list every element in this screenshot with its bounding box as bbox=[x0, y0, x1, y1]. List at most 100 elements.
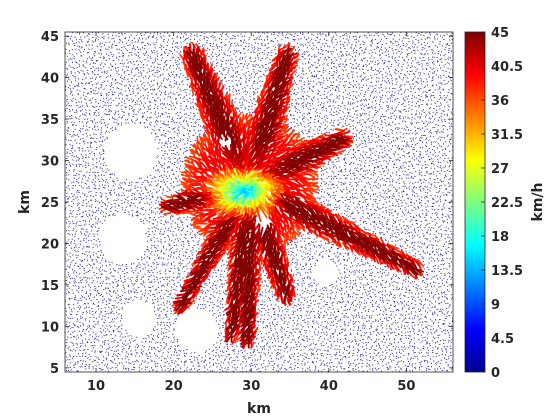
vector-arrow bbox=[301, 90, 304, 92]
vector-arrow bbox=[136, 60, 138, 62]
vector-arrow bbox=[287, 361, 289, 363]
vector-arrow bbox=[79, 259, 81, 261]
vector-arrow bbox=[131, 107, 133, 110]
vector-arrow bbox=[131, 209, 133, 211]
vector-arrow bbox=[68, 169, 71, 172]
vector-arrow bbox=[167, 221, 169, 223]
vector-arrow bbox=[144, 202, 146, 204]
vector-arrow bbox=[286, 351, 289, 353]
vector-arrow bbox=[294, 105, 296, 108]
vector-arrow bbox=[211, 288, 214, 290]
vector-arrow bbox=[238, 350, 240, 353]
vector-arrow bbox=[147, 269, 150, 272]
vector-arrow bbox=[111, 275, 114, 277]
vector-arrow bbox=[124, 357, 127, 360]
vector-arrow bbox=[263, 49, 266, 51]
vector-arrow bbox=[165, 314, 167, 316]
vector-arrow bbox=[326, 334, 328, 336]
vector-arrow bbox=[98, 304, 100, 307]
vector-arrow bbox=[161, 149, 163, 152]
vector-arrow bbox=[307, 231, 309, 234]
vector-arrow bbox=[115, 97, 117, 99]
vector-arrow bbox=[172, 306, 175, 309]
vector-arrow bbox=[88, 324, 90, 327]
vector-arrow bbox=[169, 81, 172, 83]
vector-arrow bbox=[121, 52, 124, 54]
vector-arrow bbox=[83, 237, 85, 240]
vector-arrow bbox=[88, 306, 90, 308]
vector-arrow bbox=[177, 228, 180, 231]
vector-arrow bbox=[123, 288, 126, 290]
vector-arrow bbox=[69, 222, 71, 225]
vector-arrow bbox=[251, 102, 254, 104]
vector-arrow bbox=[102, 149, 104, 151]
vector-arrow bbox=[111, 55, 114, 58]
vector-arrow bbox=[129, 205, 131, 207]
vector-arrow bbox=[146, 64, 149, 66]
vector-arrow bbox=[161, 327, 163, 330]
vector-arrow bbox=[138, 192, 141, 194]
vector-arrow bbox=[312, 300, 315, 303]
vector-arrow bbox=[92, 247, 94, 249]
vector-arrow bbox=[76, 89, 79, 91]
vector-arrow bbox=[300, 349, 302, 352]
vector-arrow bbox=[79, 360, 82, 362]
vector-arrow bbox=[267, 54, 269, 57]
vector-arrow bbox=[113, 173, 115, 176]
vector-arrow bbox=[315, 361, 318, 363]
vector-arrow bbox=[119, 335, 122, 337]
vector-arrow bbox=[294, 81, 296, 84]
vector-arrow bbox=[159, 307, 161, 309]
vector-arrow bbox=[153, 302, 155, 304]
vector-arrow bbox=[293, 367, 296, 370]
vector-arrow bbox=[322, 296, 324, 299]
vector-arrow bbox=[228, 47, 231, 49]
vector-arrow bbox=[115, 112, 117, 114]
vector-arrow bbox=[213, 32, 216, 34]
vector-arrow bbox=[166, 69, 168, 71]
vector-arrow bbox=[298, 345, 301, 348]
vector-arrow bbox=[194, 359, 196, 362]
vector-arrow bbox=[261, 281, 263, 284]
vector-arrow bbox=[193, 107, 195, 109]
vector-arrow bbox=[113, 189, 116, 191]
vector-arrow bbox=[79, 366, 81, 368]
vector-arrow bbox=[293, 322, 295, 325]
vector-arrow bbox=[140, 41, 143, 44]
vector-arrow bbox=[156, 321, 159, 324]
vector-arrow bbox=[164, 362, 167, 364]
vector-arrow bbox=[318, 70, 321, 73]
vector-arrow bbox=[92, 167, 94, 169]
vector-arrow bbox=[157, 263, 160, 266]
vector-arrow bbox=[82, 286, 84, 289]
vector-arrow bbox=[264, 291, 267, 294]
vector-arrow bbox=[233, 350, 235, 352]
vector-arrow bbox=[301, 33, 304, 36]
vector-arrow bbox=[148, 68, 150, 70]
vector-arrow bbox=[150, 281, 153, 284]
vector-arrow bbox=[175, 289, 177, 291]
vector-arrow bbox=[127, 200, 130, 202]
vector-arrow bbox=[104, 306, 106, 309]
vector-arrow bbox=[280, 356, 283, 358]
vector-arrow bbox=[104, 101, 106, 104]
vector-arrow bbox=[158, 189, 160, 192]
vector-arrow bbox=[99, 48, 102, 51]
vector-arrow bbox=[85, 230, 87, 233]
vector-arrow bbox=[134, 41, 137, 43]
vector-arrow bbox=[92, 89, 95, 91]
vector-arrow bbox=[110, 101, 112, 104]
vector-arrow bbox=[314, 262, 316, 265]
vector-arrow bbox=[160, 345, 162, 347]
vector-arrow bbox=[123, 111, 125, 114]
vector-field bbox=[65, 32, 453, 372]
vector-arrow bbox=[250, 60, 252, 62]
vector-arrow bbox=[314, 252, 316, 255]
vector-arrow bbox=[103, 139, 106, 141]
vector-arrow bbox=[296, 42, 299, 45]
vector-arrow bbox=[205, 351, 207, 354]
vector-arrow bbox=[177, 364, 180, 367]
vector-arrow bbox=[182, 266, 184, 269]
vector-arrow bbox=[84, 319, 87, 321]
